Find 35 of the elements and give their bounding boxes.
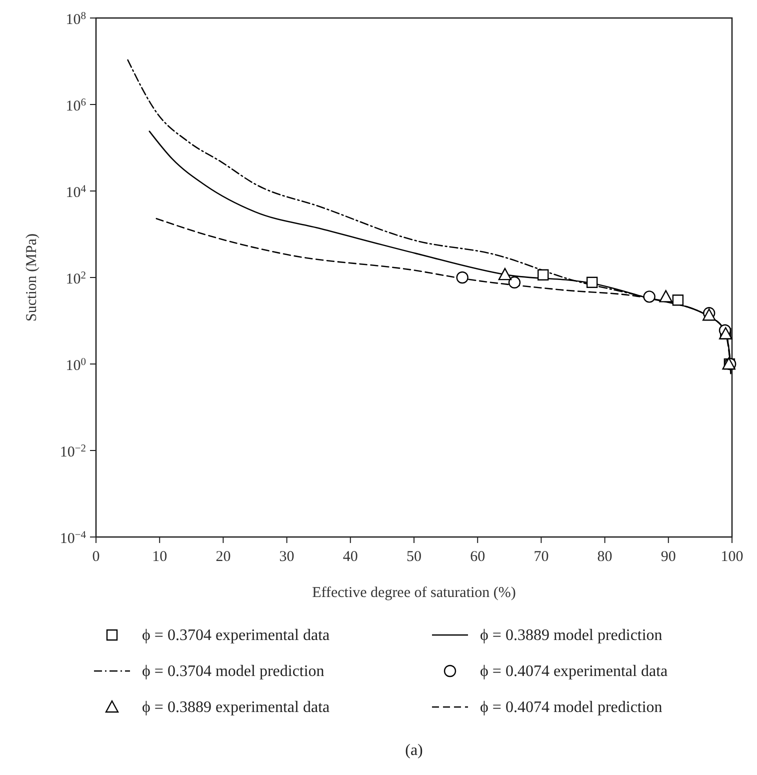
x-tick-label: 80 bbox=[597, 549, 612, 565]
y-tick-label: 10$^{8}$ bbox=[66, 10, 86, 28]
x-axis-title: Effective degree of saturation (%) bbox=[312, 585, 516, 601]
point bbox=[456, 271, 468, 284]
y-tick-label: 10$^{6}$ bbox=[66, 97, 86, 114]
legend-label: ϕ = 0.3704 model prediction bbox=[142, 663, 324, 680]
point bbox=[672, 294, 684, 306]
legend-label: ϕ = 0.3889 experimental data bbox=[142, 699, 330, 716]
x-tick-label: 40 bbox=[342, 549, 358, 565]
legend-label: ϕ = 0.4074 experimental data bbox=[480, 663, 668, 680]
legend-label: ϕ = 0.3704 experimental data bbox=[142, 627, 330, 644]
x-tick-label: 50 bbox=[406, 549, 422, 565]
legend-label: ϕ = 0.3889 model prediction bbox=[480, 627, 662, 644]
y-axis-title: Suction (MPa) bbox=[24, 234, 40, 322]
point bbox=[643, 290, 656, 303]
x-tick-label: 90 bbox=[660, 549, 676, 565]
y-tick-label: 10$^{2}$ bbox=[66, 270, 86, 288]
text: (a) bbox=[405, 742, 423, 759]
x-tick-label: 0 bbox=[92, 549, 100, 565]
x-tick-label: 20 bbox=[216, 549, 231, 565]
y-tick-label: 10$^{−2}$ bbox=[60, 443, 86, 460]
x-tick-label: 10 bbox=[152, 549, 168, 565]
x-tick-label: 70 bbox=[534, 549, 549, 565]
y-tick-label: 10$^{0}$ bbox=[66, 356, 86, 374]
x-tick-label: 30 bbox=[279, 549, 294, 565]
x-tick-label: 100 bbox=[720, 549, 744, 565]
point bbox=[508, 276, 521, 288]
legend-label: ϕ = 0.4074 model prediction bbox=[480, 699, 662, 716]
y-tick-label: 10$^{4}$ bbox=[66, 184, 87, 201]
point bbox=[659, 290, 672, 302]
point bbox=[586, 276, 598, 288]
x-tick-label: 60 bbox=[470, 549, 486, 565]
point bbox=[498, 268, 512, 280]
point bbox=[538, 269, 549, 280]
y-tick-label: 10$^{−4}$ bbox=[60, 530, 87, 547]
